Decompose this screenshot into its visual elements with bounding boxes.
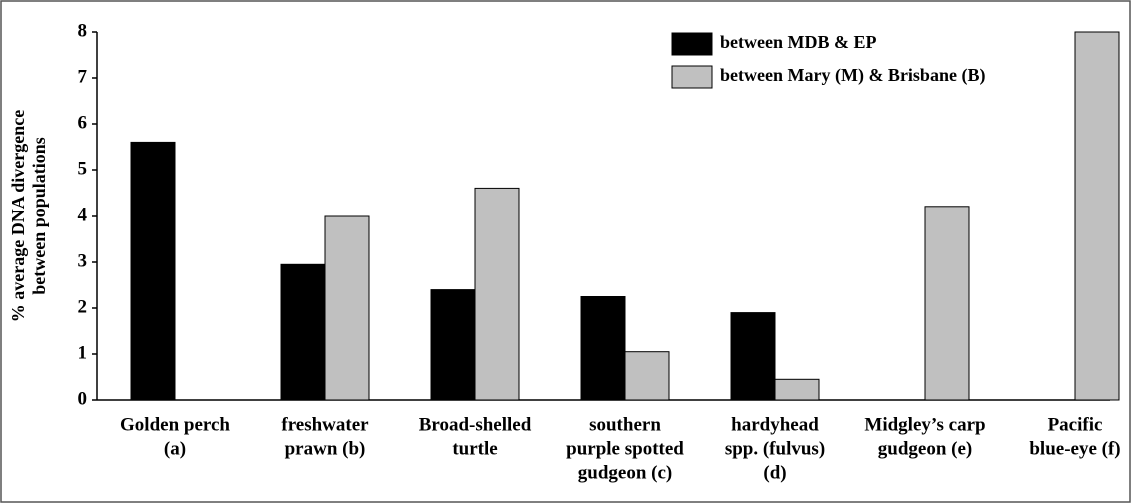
- bar: [924, 206, 970, 401]
- bar: [580, 296, 626, 401]
- y-tick-label: 7: [78, 66, 88, 87]
- y-tick-label: 3: [78, 250, 88, 271]
- legend-swatch: [671, 65, 713, 89]
- x-tick-label: (d): [763, 462, 786, 483]
- y-tick-label: 1: [78, 342, 88, 363]
- bar: [624, 351, 670, 401]
- y-tick-label: 8: [78, 20, 88, 41]
- x-tick-label: blue-eye (f): [1029, 438, 1120, 459]
- x-tick-label: turtle: [452, 438, 497, 459]
- bar: [430, 289, 476, 401]
- bar: [130, 141, 176, 401]
- x-tick-label: prawn (b): [285, 438, 366, 459]
- y-tick-label: 5: [78, 158, 88, 179]
- bar: [474, 187, 520, 401]
- bar: [774, 378, 820, 401]
- x-tick-label: Midgley’s carp: [864, 414, 985, 435]
- x-tick-label: (a): [164, 438, 186, 459]
- x-tick-label: purple spotted: [566, 438, 684, 459]
- x-tick-label: gudgeon (c): [578, 462, 672, 483]
- legend-label: between Mary (M) & Brisbane (B): [720, 65, 985, 86]
- y-tick-label: 0: [78, 388, 88, 409]
- y-axis-label: % average DNA divergencebetween populati…: [8, 110, 49, 322]
- x-tick-label: hardyhead: [731, 414, 819, 435]
- y-tick-label: 4: [78, 204, 88, 225]
- x-tick-label: spp. (fulvus): [725, 438, 825, 459]
- bar: [730, 312, 776, 401]
- legend-swatch: [671, 32, 713, 56]
- y-axis-label-line: between populations: [29, 137, 49, 295]
- y-tick-label: 2: [78, 296, 88, 317]
- y-axis-label-line: % average DNA divergence: [8, 110, 28, 322]
- x-tick-label: Broad-shelled: [419, 414, 532, 435]
- x-tick-label: gudgeon (e): [878, 438, 972, 459]
- bar: [324, 215, 370, 401]
- y-tick-label: 6: [78, 112, 88, 133]
- legend-label: between MDB & EP: [720, 32, 876, 52]
- x-tick-label: Golden perch: [120, 414, 230, 435]
- bar: [1074, 31, 1120, 401]
- x-tick-label: freshwater: [281, 414, 369, 435]
- x-tick-label: southern: [589, 414, 661, 435]
- x-tick-label: Pacific: [1048, 414, 1103, 435]
- bar: [280, 263, 326, 401]
